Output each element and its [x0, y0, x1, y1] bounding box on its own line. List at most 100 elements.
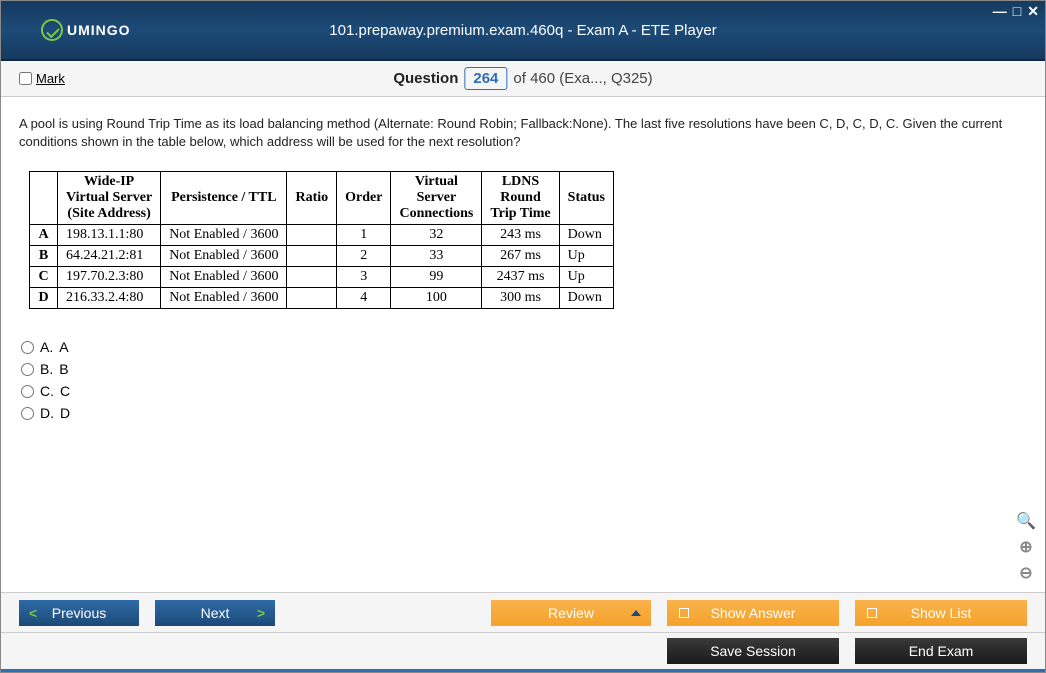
cell-pers: Not Enabled / 3600	[161, 267, 287, 288]
question-text: A pool is using Round Trip Time as its l…	[19, 115, 1027, 151]
option-text: B	[59, 361, 68, 377]
question-number[interactable]: 264	[464, 67, 507, 90]
th-conn: VirtualServerConnections	[391, 172, 482, 225]
option-text: A	[59, 339, 68, 355]
logo: UMINGO	[41, 19, 131, 41]
maximize-icon[interactable]: □	[1013, 3, 1021, 20]
mark-label[interactable]: Mark	[36, 71, 65, 86]
cell-status: Down	[559, 288, 613, 309]
show-answer-label: Show Answer	[711, 605, 796, 621]
zoom-in-icon[interactable]: ⊕	[1015, 536, 1037, 558]
cell-status: Down	[559, 225, 613, 246]
logo-text: UMINGO	[67, 22, 131, 38]
table-row: A198.13.1.1:80Not Enabled / 3600 132243 m…	[30, 225, 614, 246]
chevron-right-icon: >	[257, 605, 265, 621]
cell-ratio	[287, 267, 337, 288]
footer-nav: < Previous Next > Review Show Answer Sho…	[1, 592, 1045, 632]
question-info: Question 264 of 460 (Exa..., Q325)	[393, 67, 652, 90]
question-of-text: of 460 (Exa..., Q325)	[513, 70, 652, 87]
mark-checkbox-wrap[interactable]: Mark	[19, 71, 65, 86]
cell-ratio	[287, 288, 337, 309]
answer-options: A. A B. B C. C D. D	[21, 339, 1027, 421]
option-radio[interactable]	[21, 407, 34, 420]
option-text: C	[60, 383, 70, 399]
app-title: 101.prepaway.premium.exam.460q - Exam A …	[329, 22, 716, 39]
chevron-left-icon: <	[29, 605, 37, 621]
th-pers: Persistence / TTL	[161, 172, 287, 225]
option-letter: D.	[40, 405, 54, 421]
cell-status: Up	[559, 246, 613, 267]
data-table: Wide-IPVirtual Server(Site Address) Pers…	[29, 171, 614, 309]
save-session-button[interactable]: Save Session	[667, 638, 839, 664]
cell-ratio	[287, 246, 337, 267]
row-label: B	[30, 246, 58, 267]
header-bar: UMINGO 101.prepaway.premium.exam.460q - …	[1, 1, 1045, 61]
show-answer-button[interactable]: Show Answer	[667, 600, 839, 626]
th-rtt: LDNSRoundTrip Time	[482, 172, 559, 225]
cell-pers: Not Enabled / 3600	[161, 288, 287, 309]
answer-option[interactable]: B. B	[21, 361, 1027, 377]
option-radio[interactable]	[21, 341, 34, 354]
option-letter: B.	[40, 361, 53, 377]
th-status: Status	[559, 172, 613, 225]
table-row: B64.24.21.2:81Not Enabled / 3600233267 m…	[30, 246, 614, 267]
cell-rtt: 300 ms	[482, 288, 559, 309]
answer-option[interactable]: A. A	[21, 339, 1027, 355]
cell-conn: 99	[391, 267, 482, 288]
next-button[interactable]: Next >	[155, 600, 275, 626]
row-label: A	[30, 225, 58, 246]
cell-rtt: 2437 ms	[482, 267, 559, 288]
close-icon[interactable]: ✕	[1027, 3, 1039, 20]
mark-checkbox[interactable]	[19, 72, 32, 85]
show-list-button[interactable]: Show List	[855, 600, 1027, 626]
review-button[interactable]: Review	[491, 600, 651, 626]
cell-conn: 33	[391, 246, 482, 267]
show-list-label: Show List	[911, 605, 972, 621]
option-letter: A.	[40, 339, 53, 355]
minimize-icon[interactable]: —	[993, 3, 1007, 20]
cell-rtt: 243 ms	[482, 225, 559, 246]
cell-order: 1	[337, 225, 391, 246]
th-blank	[30, 172, 58, 225]
option-radio[interactable]	[21, 385, 34, 398]
cell-status: Up	[559, 267, 613, 288]
cell-conn: 32	[391, 225, 482, 246]
cell-order: 4	[337, 288, 391, 309]
th-order: Order	[337, 172, 391, 225]
cell-pers: Not Enabled / 3600	[161, 246, 287, 267]
cell-order: 3	[337, 267, 391, 288]
cell-addr: 197.70.2.3:80	[58, 267, 161, 288]
answer-option[interactable]: D. D	[21, 405, 1027, 421]
previous-button[interactable]: < Previous	[19, 600, 139, 626]
previous-label: Previous	[52, 605, 106, 621]
zoom-out-icon[interactable]: ⊖	[1015, 562, 1037, 584]
end-exam-button[interactable]: End Exam	[855, 638, 1027, 664]
content-area: A pool is using Round Trip Time as its l…	[1, 97, 1045, 592]
app-window: — □ ✕ UMINGO 101.prepaway.premium.exam.4…	[0, 0, 1046, 673]
option-text: D	[60, 405, 70, 421]
triangle-up-icon	[631, 610, 641, 616]
search-icon[interactable]: 🔍	[1015, 510, 1037, 532]
option-radio[interactable]	[21, 363, 34, 376]
th-ratio: Ratio	[287, 172, 337, 225]
cell-pers: Not Enabled / 3600	[161, 225, 287, 246]
cell-addr: 64.24.21.2:81	[58, 246, 161, 267]
next-label: Next	[201, 605, 230, 621]
row-label: C	[30, 267, 58, 288]
toolbar: Mark Question 264 of 460 (Exa..., Q325)	[1, 61, 1045, 97]
option-letter: C.	[40, 383, 54, 399]
table-row: C197.70.2.3:80Not Enabled / 3600 3992437 …	[30, 267, 614, 288]
review-label: Review	[548, 605, 594, 621]
cell-addr: 216.33.2.4:80	[58, 288, 161, 309]
stop-icon	[679, 608, 689, 618]
footer-session: Save Session End Exam	[1, 632, 1045, 672]
question-label: Question	[393, 70, 458, 87]
row-label: D	[30, 288, 58, 309]
cell-addr: 198.13.1.1:80	[58, 225, 161, 246]
answer-option[interactable]: C. C	[21, 383, 1027, 399]
cell-ratio	[287, 225, 337, 246]
table-row: D216.33.2.4:80Not Enabled / 3600 4100300 …	[30, 288, 614, 309]
zoom-tools: 🔍 ⊕ ⊖	[1015, 510, 1037, 584]
cell-conn: 100	[391, 288, 482, 309]
th-addr: Wide-IPVirtual Server(Site Address)	[58, 172, 161, 225]
